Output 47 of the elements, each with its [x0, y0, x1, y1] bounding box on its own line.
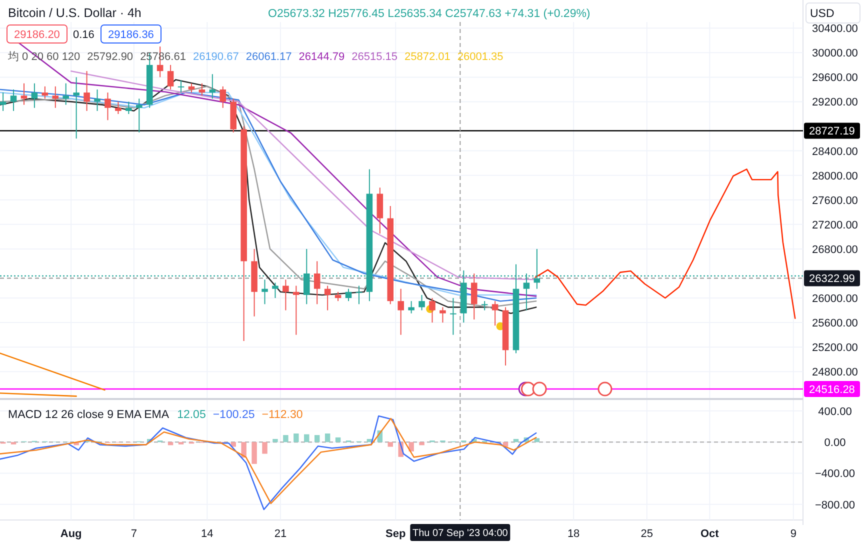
annotation: 26190.67 [192, 51, 239, 63]
y-tick-label: 30400.00 [812, 23, 858, 36]
y-tick-label: 25600.00 [812, 318, 858, 330]
x-tick-label: 25 [640, 528, 653, 540]
annotation: −112.30 [262, 409, 303, 421]
y-tick-label: 0.00 [824, 437, 846, 450]
y-tick-label: 24800.00 [812, 366, 858, 379]
chart-title: Bitcoin / U.S. Dollar · 4h [8, 6, 142, 20]
y-tick-label: 29600.00 [812, 72, 858, 84]
ref-line-label: 28727.19 [809, 126, 855, 138]
y-tick-label: 400.00 [818, 406, 852, 418]
y-tick-label: 27200.00 [812, 219, 858, 232]
annotation: 12.05 [177, 409, 206, 421]
x-tick-label: 14 [201, 528, 214, 540]
y-tick-label: 28000.00 [812, 170, 858, 182]
annotation: 0.16 [73, 29, 94, 41]
annotation: 26061.17 [246, 51, 292, 63]
y-tick-label: 26800.00 [812, 244, 858, 256]
x-tick-label: 9 [790, 528, 796, 540]
annotation: 26001.35 [457, 51, 504, 63]
y-tick-label: −400.00 [814, 468, 856, 480]
x-tick-label: 7 [130, 528, 137, 540]
y-tick-label: 30000.00 [812, 48, 858, 60]
annotation: 26144.79 [298, 51, 345, 63]
annotation: 29186.36 [108, 29, 154, 41]
x-tick-label: Oct [700, 528, 720, 540]
y-tick-label: −800.00 [814, 499, 856, 512]
y-tick-label: 25200.00 [812, 342, 858, 354]
annotation: 25872.01 [404, 51, 450, 63]
y-tick-label: 26000.00 [812, 293, 858, 306]
y-tick-label: 29200.00 [812, 96, 858, 109]
x-tick-label: Sep [386, 528, 406, 540]
annotation: 26515.15 [352, 51, 398, 63]
ref-line-label: 26322.99 [809, 273, 855, 286]
annotation: −100.25 [212, 409, 255, 421]
ref-line-label: 24516.28 [809, 384, 855, 396]
annotation: 25792.90 [87, 51, 134, 63]
text: MACD 12 26 close 9 EMA EMA [8, 409, 170, 421]
y-tick-label: 27600.00 [812, 194, 858, 207]
ref-line-label: Thu 07 Sep '23 04:00 [412, 528, 508, 539]
y-tick-label: 28400.00 [812, 146, 858, 158]
x-tick-label: 18 [567, 528, 580, 540]
text: USD [810, 8, 834, 20]
x-tick-label: 21 [274, 528, 287, 540]
annotation: 29186.20 [14, 29, 60, 41]
x-tick-label: Aug [60, 528, 82, 540]
text: O25673.32 H25776.45 L25635.34 C25747.63 +74.31 (+0.29%) [268, 8, 590, 20]
